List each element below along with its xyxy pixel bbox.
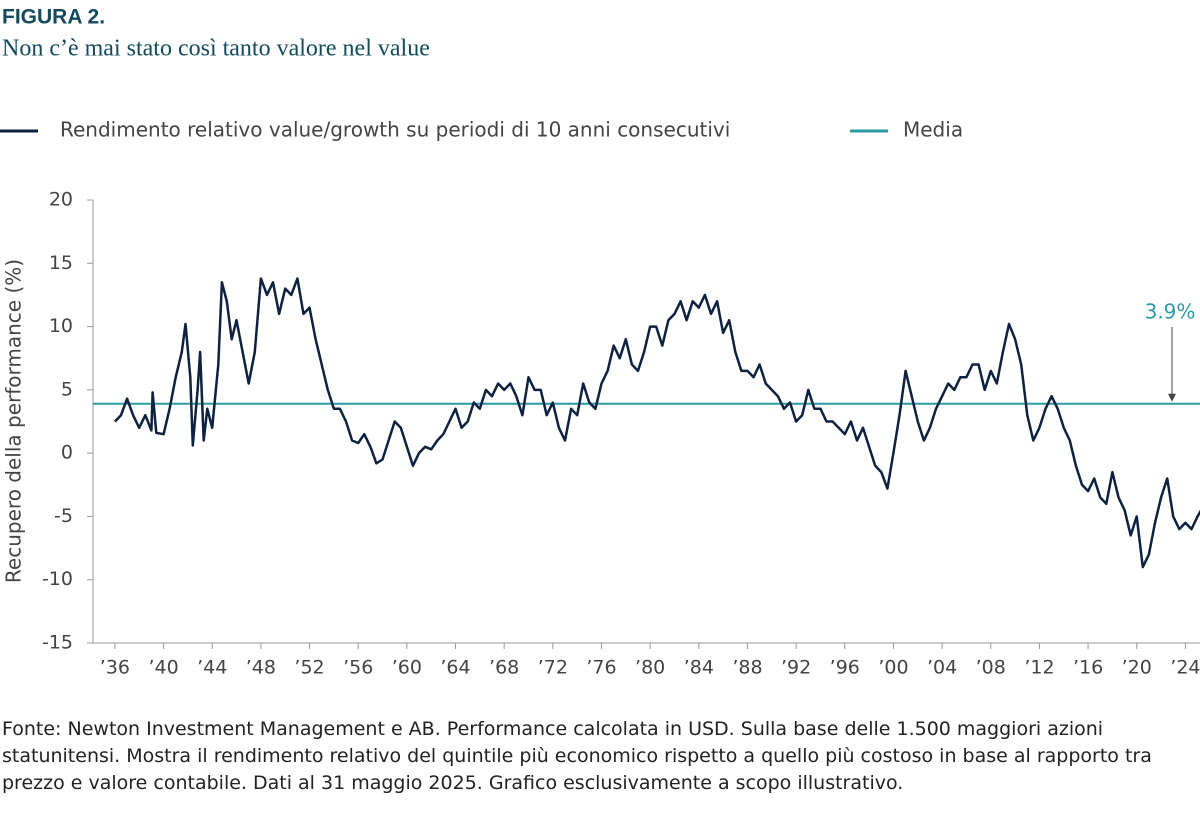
x-tick-label: ’12 (1024, 657, 1054, 679)
x-tick-label: ’68 (489, 657, 519, 679)
y-tick-label: -5 (54, 505, 73, 527)
x-tick-label: ’04 (927, 657, 957, 679)
y-tick-label: 5 (61, 378, 73, 400)
footnote: Fonte: Newton Investment Management e AB… (2, 718, 1152, 794)
x-tick-label: ’88 (732, 657, 762, 679)
x-tick-label: ’84 (684, 657, 714, 679)
x-tick-label: ’72 (538, 657, 568, 679)
chart: FIGURA 2. Non c’è mai stato così tanto v… (0, 6, 1200, 679)
x-tick-label: ’24 (1170, 657, 1200, 679)
chart-title: FIGURA 2. (2, 6, 105, 29)
x-tick-label: ’60 (392, 657, 422, 679)
x-tick-label: ’20 (1122, 657, 1152, 679)
x-tick-label: ’00 (878, 657, 908, 679)
x-tick-label: ’80 (635, 657, 665, 679)
y-tick-label: 20 (49, 189, 73, 211)
series-line (114, 277, 1200, 569)
x-tick-label: ’52 (294, 657, 324, 679)
y-tick-label: 0 (61, 442, 73, 464)
mean-arrowhead (1168, 393, 1176, 402)
x-tick-label: ’76 (586, 657, 616, 679)
x-tick-label: ’56 (343, 657, 373, 679)
y-tick-label: -10 (42, 568, 73, 590)
y-axis-label: Recupero della performance (%) (2, 259, 26, 583)
mean-label: 3.9% (1145, 300, 1196, 324)
chart-subtitle: Non c’è mai stato così tanto valore nel … (2, 36, 430, 62)
x-tick-label: ’96 (830, 657, 860, 679)
x-tick-label: ’48 (246, 657, 276, 679)
y-tick-label: 10 (49, 315, 73, 337)
x-tick-label: ’92 (781, 657, 811, 679)
x-tick-label: ’64 (440, 657, 470, 679)
legend-label: Rendimento relativo value/growth su peri… (60, 118, 730, 142)
x-tick-label: ’36 (100, 657, 130, 679)
y-tick-label: 15 (49, 252, 73, 274)
legend-label: Media (903, 118, 963, 142)
x-tick-label: ’16 (1073, 657, 1103, 679)
x-tick-label: ’08 (976, 657, 1006, 679)
x-tick-label: ’44 (197, 657, 227, 679)
x-tick-label: ’40 (148, 657, 178, 679)
y-tick-label: -15 (42, 632, 73, 654)
